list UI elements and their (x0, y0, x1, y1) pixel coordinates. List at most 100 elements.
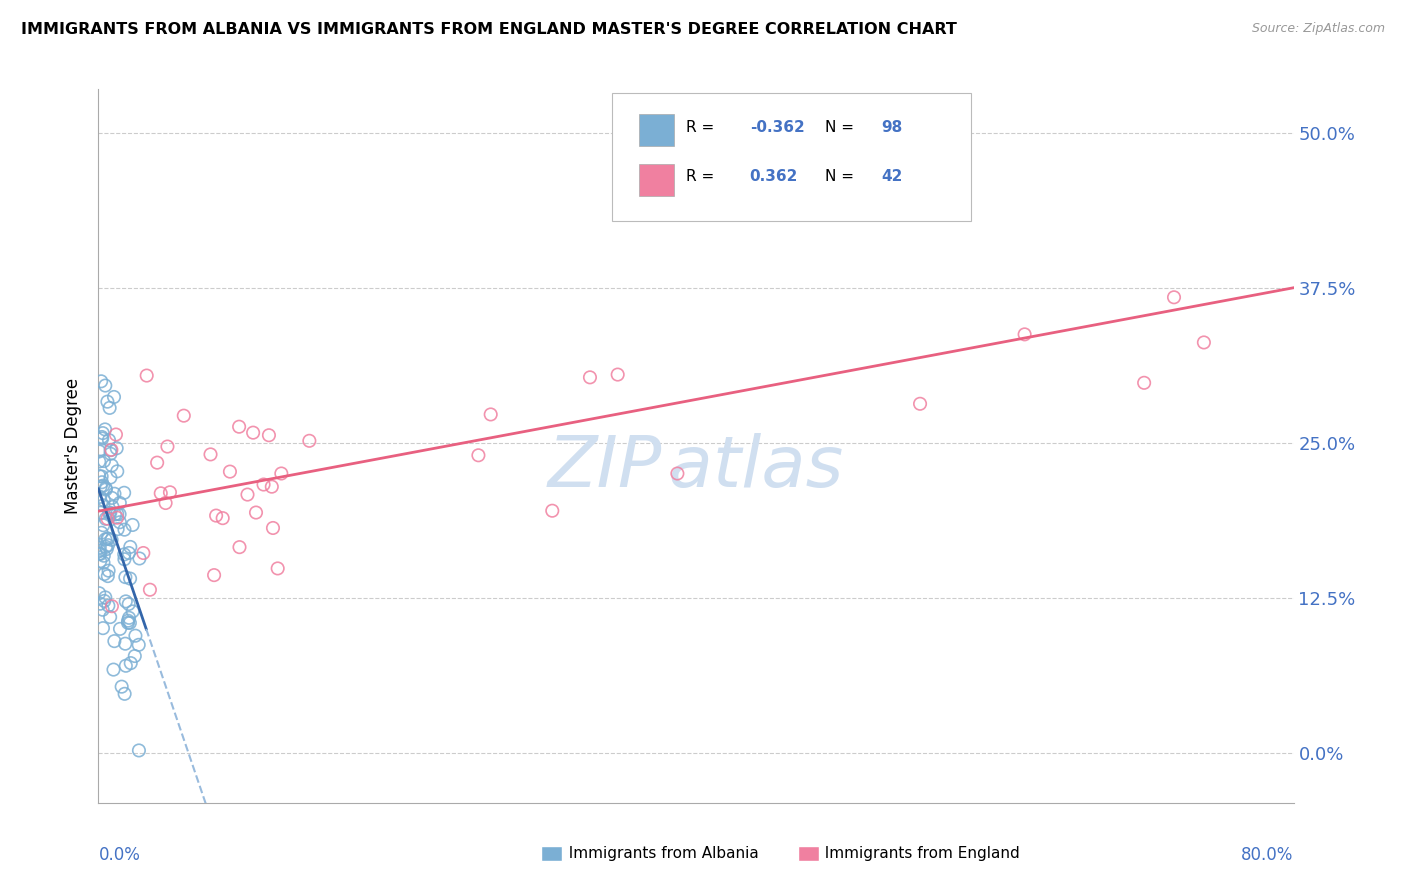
Point (94, 481, 117, 495)
Point (91, 603, 114, 617)
Point (114, 637, 136, 651)
Point (108, 515, 131, 529)
Point (111, 680, 134, 694)
Point (101, 599, 124, 614)
Point (1014, 327, 1036, 342)
Text: N =: N = (825, 169, 859, 185)
Point (93, 594, 115, 608)
Point (97, 532, 120, 546)
Text: ZIP atlas: ZIP atlas (548, 433, 844, 502)
Point (91, 426, 114, 441)
Point (105, 464, 128, 478)
FancyBboxPatch shape (638, 164, 675, 196)
Point (666, 467, 689, 481)
FancyBboxPatch shape (541, 846, 562, 862)
Point (114, 594, 136, 608)
Point (89, 454, 111, 468)
Point (105, 510, 128, 524)
Text: 42: 42 (882, 169, 903, 185)
Point (200, 447, 222, 461)
FancyBboxPatch shape (797, 846, 820, 862)
Text: Source: ZipAtlas.com: Source: ZipAtlas.com (1251, 22, 1385, 36)
Point (89, 469, 111, 483)
Point (89, 586, 111, 600)
Point (467, 448, 489, 462)
Point (228, 540, 250, 554)
Point (97, 538, 120, 552)
Point (94, 533, 117, 547)
Point (89, 543, 111, 558)
Point (89, 554, 111, 568)
Point (108, 622, 131, 636)
Point (579, 370, 602, 384)
Point (97, 569, 120, 583)
Point (101, 491, 124, 505)
Point (135, 368, 157, 383)
Point (121, 604, 143, 618)
Point (90, 479, 112, 493)
Point (146, 456, 169, 470)
Point (270, 467, 292, 481)
Point (105, 507, 128, 521)
Point (120, 656, 142, 670)
Point (108, 496, 131, 510)
Point (100, 442, 122, 457)
Point (228, 419, 250, 434)
Point (155, 496, 177, 510)
Point (908, 397, 931, 411)
Point (541, 504, 564, 518)
Point (245, 506, 267, 520)
FancyBboxPatch shape (613, 93, 972, 221)
Point (91, 518, 114, 533)
Text: 0.362: 0.362 (749, 169, 799, 185)
Point (262, 521, 284, 535)
Point (94, 540, 117, 554)
Point (120, 572, 142, 586)
Point (103, 487, 125, 501)
Point (118, 546, 141, 560)
Point (112, 485, 135, 500)
Point (91, 479, 114, 493)
Text: -0.362: -0.362 (749, 120, 804, 135)
Point (121, 518, 143, 533)
Point (93, 454, 115, 468)
Point (103, 634, 125, 648)
Point (91, 621, 114, 635)
Point (205, 508, 228, 523)
Point (89, 597, 111, 611)
Point (89, 541, 111, 555)
Point (124, 648, 146, 663)
Point (117, 615, 139, 630)
Point (100, 470, 122, 484)
Point (91, 499, 114, 513)
Point (149, 486, 172, 500)
Point (98, 610, 121, 624)
Text: IMMIGRANTS FROM ALBANIA VS IMMIGRANTS FROM ENGLAND MASTER'S DEGREE CORRELATION C: IMMIGRANTS FROM ALBANIA VS IMMIGRANTS FR… (21, 22, 957, 37)
Point (93, 567, 115, 582)
Point (104, 508, 127, 522)
Point (202, 568, 225, 582)
Y-axis label: Master's Degree: Master's Degree (65, 378, 83, 514)
Point (93, 556, 115, 570)
Point (98, 401, 121, 415)
Point (96, 394, 118, 409)
Point (267, 561, 290, 575)
Point (128, 743, 150, 757)
Text: 80.0%: 80.0% (1241, 846, 1294, 863)
Point (94, 591, 117, 605)
Point (98, 506, 121, 520)
Point (105, 441, 128, 455)
Point (112, 548, 135, 562)
Point (104, 427, 127, 442)
Point (132, 546, 155, 560)
Point (93, 549, 115, 563)
Point (94, 483, 117, 497)
Point (219, 465, 242, 479)
Point (139, 582, 162, 597)
Point (89, 547, 111, 561)
Point (103, 390, 125, 404)
Point (120, 540, 142, 554)
Point (257, 428, 280, 442)
Point (156, 440, 179, 454)
Point (128, 551, 150, 566)
